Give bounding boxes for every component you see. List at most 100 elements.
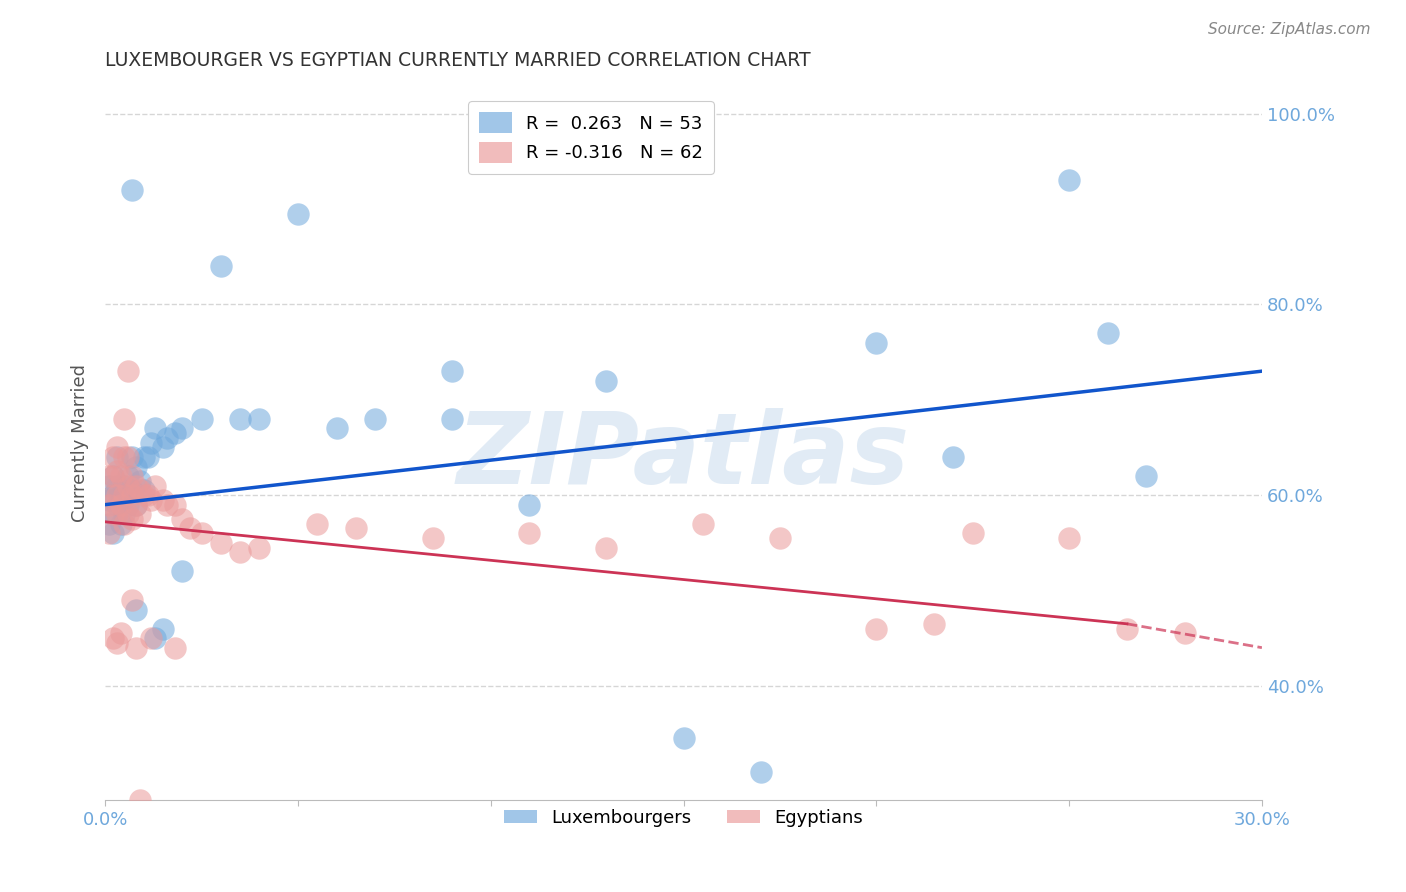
Point (136, 488, 159, 502)
Point (962, 526, 984, 541)
Point (121, 483, 143, 498)
Point (121, 469, 143, 483)
Point (325, 421, 347, 435)
Point (121, 512, 143, 526)
Point (101, 526, 124, 541)
Point (163, 498, 186, 512)
Point (692, 516, 714, 531)
Point (422, 531, 444, 545)
Point (105, 441, 128, 455)
Point (307, 516, 329, 531)
Point (1174, 626, 1197, 640)
Point (117, 450, 139, 464)
Point (517, 526, 540, 541)
Point (942, 450, 965, 464)
Point (98, 526, 121, 541)
Point (152, 441, 174, 455)
Point (98, 492, 121, 507)
Point (163, 426, 186, 441)
Point (190, 412, 212, 426)
Point (143, 421, 166, 435)
Point (121, 593, 143, 607)
Point (143, 478, 166, 492)
Point (249, 541, 271, 555)
Point (110, 498, 132, 512)
Point (101, 488, 124, 502)
Point (117, 469, 139, 483)
Point (105, 450, 128, 464)
Point (141, 492, 163, 507)
Point (179, 521, 201, 535)
Text: Source: ZipAtlas.com: Source: ZipAtlas.com (1208, 22, 1371, 37)
Point (141, 435, 163, 450)
Point (441, 364, 464, 378)
Point (209, 536, 232, 550)
Point (98, 516, 121, 531)
Point (441, 412, 464, 426)
Point (110, 469, 132, 483)
Point (163, 640, 186, 655)
Point (110, 488, 132, 502)
Point (105, 478, 128, 492)
Point (98, 498, 121, 512)
Point (98, 478, 121, 492)
Point (98, 469, 121, 483)
Point (121, 450, 143, 464)
Point (1057, 173, 1080, 187)
Point (865, 335, 887, 350)
Point (105, 507, 128, 521)
Point (132, 488, 155, 502)
Point (114, 450, 136, 464)
Point (101, 469, 124, 483)
Point (125, 498, 148, 512)
Point (287, 207, 309, 221)
Point (125, 459, 148, 474)
Point (172, 512, 194, 526)
Point (117, 507, 139, 521)
Point (117, 364, 139, 378)
Point (121, 183, 143, 197)
Point (129, 507, 152, 521)
Point (121, 488, 143, 502)
Point (114, 507, 136, 521)
Point (517, 498, 540, 512)
Point (125, 478, 148, 492)
Point (143, 631, 166, 645)
Point (114, 478, 136, 492)
Point (1057, 531, 1080, 545)
Point (110, 626, 132, 640)
Legend: Luxembourgers, Egyptians: Luxembourgers, Egyptians (496, 802, 870, 834)
Point (229, 545, 252, 559)
Point (152, 492, 174, 507)
Point (114, 488, 136, 502)
Point (156, 498, 179, 512)
Point (922, 616, 945, 631)
Point (364, 412, 387, 426)
Point (1097, 326, 1119, 340)
Point (125, 640, 148, 655)
Point (110, 516, 132, 531)
Point (156, 431, 179, 445)
Text: LUXEMBOURGER VS EGYPTIAN CURRENTLY MARRIED CORRELATION CHART: LUXEMBOURGER VS EGYPTIAN CURRENTLY MARRI… (105, 51, 811, 70)
Point (129, 793, 152, 807)
Point (190, 526, 212, 541)
Point (749, 764, 772, 779)
Point (101, 631, 124, 645)
Point (101, 507, 124, 521)
Point (101, 469, 124, 483)
Text: ZIPatlas: ZIPatlas (457, 409, 910, 506)
Point (595, 374, 617, 388)
Point (865, 622, 887, 636)
Point (132, 450, 155, 464)
Point (117, 478, 139, 492)
Point (117, 498, 139, 512)
Point (672, 731, 695, 746)
Point (172, 565, 194, 579)
Point (129, 474, 152, 488)
Point (595, 541, 617, 555)
Point (114, 516, 136, 531)
Point (1116, 622, 1139, 636)
Point (105, 464, 128, 478)
Point (105, 636, 128, 650)
Point (172, 421, 194, 435)
